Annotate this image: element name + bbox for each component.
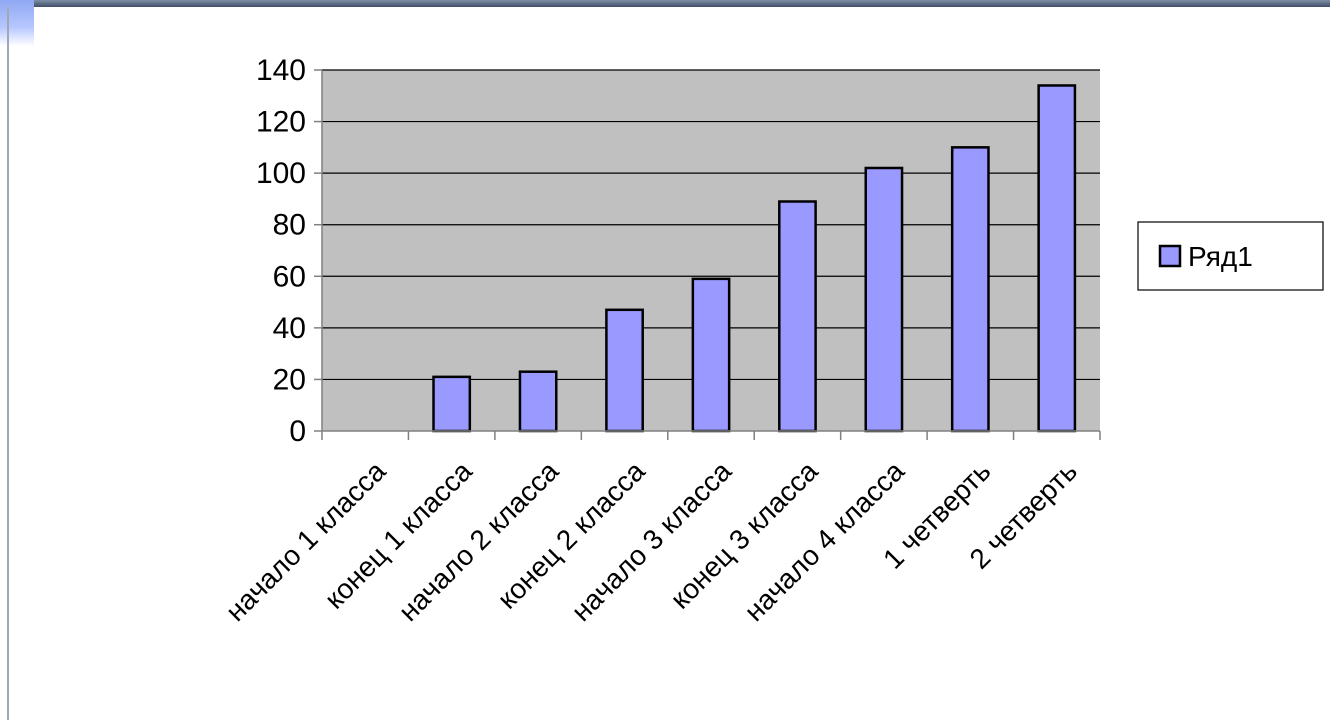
legend-swatch [1158,244,1182,268]
bar [605,308,644,433]
bar [432,375,472,433]
y-tick-label: 40 [273,312,306,345]
slide-corner-accent [0,0,34,46]
x-category-label: конец 2 класса [491,455,651,615]
bar [1037,84,1077,433]
bar [518,370,558,433]
y-tick-label: 80 [273,209,306,242]
y-tick-label: 100 [256,157,306,190]
x-category-label: начало 2 класса [393,455,565,627]
legend-label: Ряд1 [1188,241,1253,272]
y-tick-label: 20 [273,363,306,396]
x-category-label: начало 3 класса [565,455,737,627]
bar [950,146,990,433]
slide-top-bar [0,0,1330,7]
bar [864,166,904,433]
x-category-label: начало 4 класса [738,455,910,627]
y-tick-label: 60 [273,260,306,293]
bar [691,277,731,433]
y-tick-label: 0 [289,415,306,448]
slide-left-border [7,7,9,720]
y-tick-label: 120 [256,106,306,139]
y-tick-label: 140 [256,54,306,87]
x-category-label: конец 3 класса [664,455,824,615]
x-category-label: начало 1 класса [220,455,392,627]
bar [778,200,817,433]
x-category-label: конец 1 класса [319,455,479,615]
